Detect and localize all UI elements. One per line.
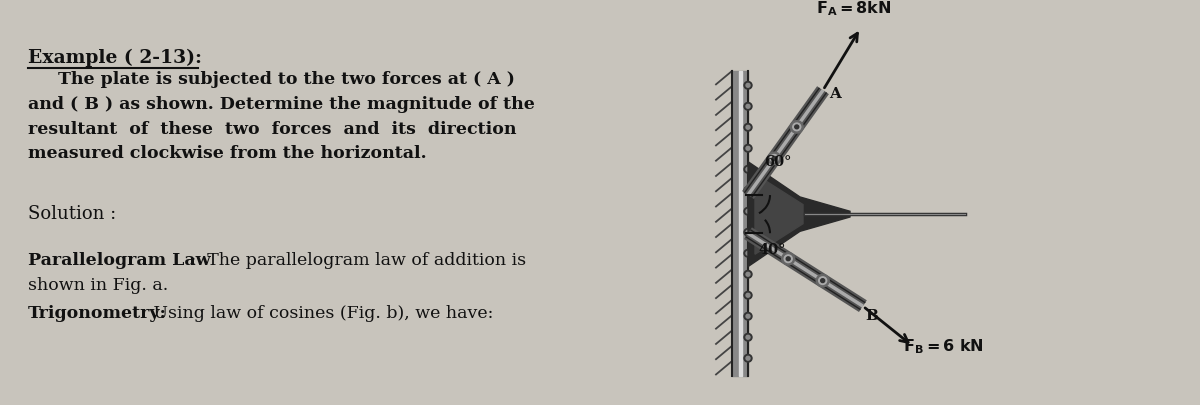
Circle shape: [816, 275, 829, 287]
Circle shape: [744, 124, 752, 131]
Text: Parallelogram Law: Parallelogram Law: [28, 252, 211, 269]
Circle shape: [786, 257, 791, 261]
Circle shape: [791, 121, 803, 133]
Circle shape: [773, 156, 776, 160]
Text: Trigonometry:: Trigonometry:: [28, 305, 167, 322]
Circle shape: [746, 230, 750, 234]
Circle shape: [794, 125, 799, 129]
Circle shape: [821, 279, 824, 283]
Circle shape: [746, 146, 750, 150]
Circle shape: [744, 354, 752, 362]
Circle shape: [785, 255, 792, 262]
Text: 40°: 40°: [758, 243, 785, 257]
Circle shape: [744, 166, 752, 173]
Circle shape: [746, 314, 750, 318]
Text: :  The parallelogram law of addition is: : The parallelogram law of addition is: [185, 252, 526, 269]
Circle shape: [781, 253, 794, 265]
Circle shape: [818, 277, 827, 284]
Text: resultant  of  these  two  forces  and  its  direction: resultant of these two forces and its di…: [28, 121, 516, 138]
Circle shape: [746, 126, 750, 129]
Circle shape: [744, 186, 752, 194]
Text: Example ( 2-13):: Example ( 2-13):: [28, 49, 202, 67]
Text: Using law of cosines (Fig. b), we have:: Using law of cosines (Fig. b), we have:: [148, 305, 493, 322]
Text: measured clockwise from the horizontal.: measured clockwise from the horizontal.: [28, 145, 427, 162]
Circle shape: [746, 104, 750, 108]
Bar: [739, 71, 742, 376]
Circle shape: [744, 102, 752, 110]
Circle shape: [746, 167, 750, 171]
Circle shape: [746, 272, 750, 276]
Text: B: B: [865, 309, 878, 322]
Polygon shape: [748, 162, 850, 266]
Circle shape: [744, 271, 752, 278]
Circle shape: [744, 228, 752, 236]
Circle shape: [746, 83, 750, 87]
Text: $\mathbf{F_A}$$\mathbf{= 8kN}$: $\mathbf{F_A}$$\mathbf{= 8kN}$: [816, 0, 892, 18]
Circle shape: [746, 188, 750, 192]
Circle shape: [793, 123, 800, 131]
Circle shape: [744, 207, 752, 215]
Text: 60°: 60°: [764, 156, 791, 169]
Text: $\mathbf{F_B}$$\mathbf{= 6\ kN}$: $\mathbf{F_B}$$\mathbf{= 6\ kN}$: [902, 338, 983, 356]
Circle shape: [744, 292, 752, 299]
Circle shape: [746, 335, 750, 339]
Circle shape: [746, 356, 750, 360]
Text: The plate is subjected to the two forces at ( A ): The plate is subjected to the two forces…: [28, 71, 515, 88]
Circle shape: [746, 293, 750, 297]
Circle shape: [746, 209, 750, 213]
Bar: [732, 71, 748, 376]
Circle shape: [746, 252, 750, 255]
Circle shape: [744, 81, 752, 89]
Circle shape: [744, 145, 752, 152]
Circle shape: [768, 152, 781, 164]
Text: A: A: [829, 87, 841, 101]
Circle shape: [744, 333, 752, 341]
Circle shape: [770, 155, 779, 162]
Circle shape: [744, 312, 752, 320]
Text: and ( B ) as shown. Determine the magnitude of the: and ( B ) as shown. Determine the magnit…: [28, 96, 535, 113]
Text: Solution :: Solution :: [28, 205, 116, 223]
Circle shape: [744, 249, 752, 257]
Text: shown in Fig. a.: shown in Fig. a.: [28, 277, 168, 294]
Polygon shape: [755, 174, 803, 254]
